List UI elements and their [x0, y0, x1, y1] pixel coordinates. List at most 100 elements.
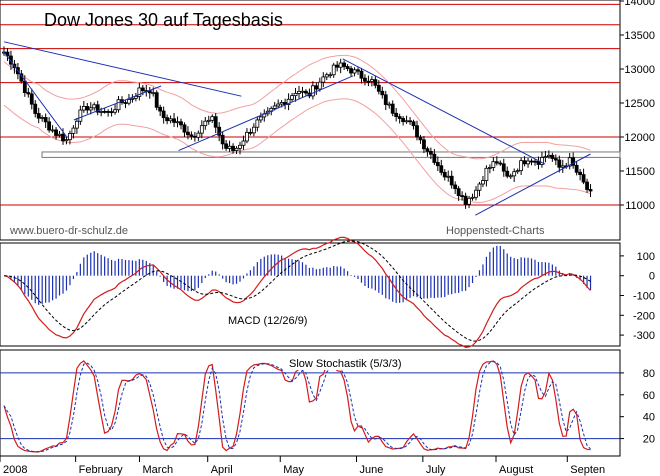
- candle-body: [501, 163, 506, 172]
- candle-body: [328, 74, 333, 77]
- stoch-k-line: [3, 360, 591, 453]
- candle-body: [508, 175, 513, 178]
- candle-body: [213, 116, 218, 128]
- candle-body: [85, 106, 90, 111]
- candle-body: [47, 121, 52, 131]
- candle-body: [453, 184, 458, 190]
- candle-body: [550, 154, 555, 159]
- price-y-tick-label: 14000: [624, 0, 655, 8]
- price-y-tick-label: 12000: [624, 132, 655, 144]
- trendline: [3, 51, 68, 138]
- candle-body: [533, 160, 537, 163]
- candle-body: [401, 118, 406, 122]
- candle-body: [210, 116, 215, 121]
- candle-body: [477, 183, 482, 191]
- candle-body: [227, 145, 232, 149]
- candle-body: [238, 144, 242, 149]
- macd-label: MACD (12/26/9): [228, 315, 307, 327]
- candle-body: [526, 160, 530, 165]
- candle-body: [106, 111, 111, 113]
- candle-body: [26, 92, 31, 95]
- stoch-d-line: [3, 361, 591, 453]
- x-tick-label: August: [499, 464, 533, 476]
- candle-body: [474, 189, 478, 198]
- candle-body: [540, 157, 544, 165]
- candle-body: [342, 62, 347, 67]
- candle-body: [304, 90, 308, 94]
- candle-body: [293, 93, 298, 97]
- candle-body: [546, 154, 551, 157]
- candle-body: [74, 120, 79, 129]
- candle-body: [272, 105, 277, 109]
- candle-body: [22, 80, 27, 93]
- candle-body: [186, 131, 190, 136]
- candle-body: [179, 121, 183, 126]
- candle-body: [432, 153, 437, 163]
- candle-body: [81, 106, 86, 111]
- macd-y-tick-label: 100: [637, 251, 655, 263]
- candle-body: [61, 133, 65, 142]
- lower-band: [3, 98, 591, 203]
- candle-body: [484, 167, 489, 181]
- x-tick-label: March: [143, 464, 174, 476]
- candle-body: [376, 84, 381, 92]
- macd-y-tick-label: 0: [649, 271, 655, 283]
- price-layer: [0, 3, 621, 216]
- candle-body: [175, 121, 180, 124]
- candle-body: [352, 69, 357, 74]
- candle-body: [442, 171, 447, 178]
- candle-body: [380, 90, 385, 96]
- candle-body: [109, 111, 114, 113]
- candle-body: [317, 81, 322, 90]
- candle-body: [411, 121, 416, 127]
- x-tick-label: Septen: [570, 464, 605, 476]
- candle-body: [519, 160, 524, 172]
- support-zone: [41, 151, 621, 158]
- candle-body: [116, 99, 121, 111]
- candle-body: [460, 195, 465, 198]
- candle-body: [137, 87, 142, 97]
- stoch-y-tick-label: 80: [643, 368, 655, 380]
- candle-body: [435, 162, 440, 167]
- candle-body: [251, 126, 256, 134]
- candle-body: [123, 102, 128, 104]
- candle-body: [314, 85, 319, 90]
- candle-body: [64, 139, 69, 142]
- trendline: [475, 153, 591, 216]
- candle-body: [33, 103, 38, 114]
- candle-body: [40, 117, 45, 119]
- price-y-tick-label: 13500: [624, 30, 655, 42]
- x-tick-label: April: [211, 464, 233, 476]
- candle-body: [463, 195, 468, 205]
- candle-body: [390, 103, 395, 114]
- candle-body: [487, 167, 492, 169]
- trendline: [3, 41, 242, 97]
- candle-body: [258, 116, 263, 121]
- candle-body: [133, 95, 138, 99]
- candle-body: [585, 181, 589, 190]
- x-tick-label: July: [426, 464, 446, 476]
- trendline: [342, 58, 546, 165]
- candle-body: [543, 156, 548, 158]
- macd-y-tick-label: -300: [633, 330, 655, 342]
- candle-body: [571, 157, 576, 166]
- candle-body: [161, 110, 166, 119]
- candle-body: [324, 74, 329, 78]
- candle-body: [505, 170, 510, 177]
- candle-body: [234, 147, 239, 151]
- candle-body: [345, 66, 350, 69]
- candle-body: [168, 118, 173, 122]
- candle-body: [394, 112, 399, 117]
- candle-body: [241, 140, 246, 146]
- trendline: [178, 75, 354, 152]
- candle-body: [199, 125, 204, 134]
- candle-body: [494, 161, 499, 164]
- candle-body: [203, 120, 208, 127]
- candle-body: [231, 145, 235, 151]
- candle-body: [99, 111, 104, 113]
- candle-body: [68, 133, 72, 141]
- candle-body: [245, 131, 249, 142]
- candle-body: [182, 124, 187, 133]
- macd-y-tick-label: -200: [633, 310, 655, 322]
- candle-body: [300, 90, 305, 93]
